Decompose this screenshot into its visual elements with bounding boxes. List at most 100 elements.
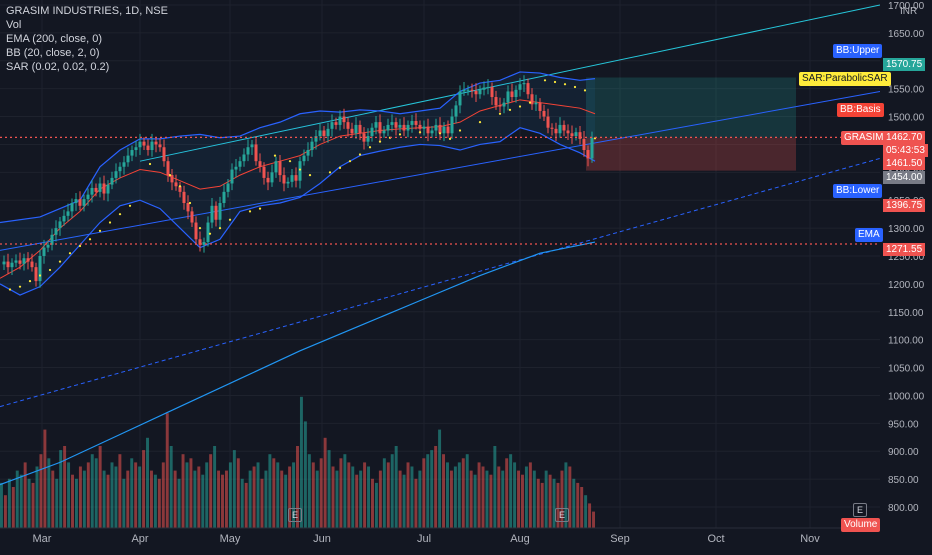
volume-bar xyxy=(31,482,35,528)
legend-vol[interactable]: Vol xyxy=(6,19,22,31)
legend-bb[interactable]: BB (20, close, 2, 0) xyxy=(6,47,100,59)
candle-body xyxy=(414,121,418,125)
candle-body xyxy=(194,222,198,240)
position-box xyxy=(586,77,796,171)
tag-ema: 1271.55 xyxy=(883,243,926,256)
candle-body xyxy=(102,183,106,194)
volume-bar xyxy=(15,470,19,528)
label-ema: EMA xyxy=(855,228,883,242)
y-tick-label: 1550.00 xyxy=(888,85,925,96)
candle-body xyxy=(434,124,438,131)
volume-bar xyxy=(426,454,430,528)
label-sar: SAR:ParabolicSAR xyxy=(799,72,891,86)
currency-label[interactable]: INR xyxy=(900,6,918,17)
candle-body xyxy=(166,161,170,176)
candle-body xyxy=(254,144,258,162)
candle-body xyxy=(374,122,378,128)
volume-bar xyxy=(513,462,517,528)
volume-bar xyxy=(213,446,217,528)
label-bb-basis: BB:Basis xyxy=(837,103,884,117)
sar-dot xyxy=(418,131,422,134)
channel-upper-line xyxy=(139,4,881,162)
sar-dot xyxy=(543,79,547,82)
sar-dot xyxy=(368,146,372,149)
earnings-icon[interactable]: E xyxy=(555,508,569,522)
earnings-icon[interactable]: E xyxy=(853,503,867,517)
candle-body xyxy=(590,137,594,159)
volume-bar xyxy=(169,446,173,528)
x-axis: Mar Apr May Jun Jul Aug Sep Oct Nov xyxy=(0,527,880,545)
candle-body xyxy=(322,130,326,137)
candle-body xyxy=(530,94,534,105)
candle-body xyxy=(450,116,454,134)
candle-body xyxy=(238,161,242,167)
volume-bar xyxy=(71,474,74,528)
volume-bar xyxy=(114,466,118,528)
volume-bar xyxy=(469,470,473,528)
grid xyxy=(0,0,880,528)
candle-body xyxy=(90,187,94,195)
candle-body xyxy=(314,136,318,142)
sar-dot xyxy=(553,80,557,84)
volume-bar xyxy=(430,450,434,528)
volume-bar xyxy=(118,454,122,528)
y-tick-label: 800.00 xyxy=(888,503,919,514)
candle-body xyxy=(274,161,278,173)
sar-dot xyxy=(273,154,277,157)
y-tick-label: 1500.00 xyxy=(888,113,925,124)
candle-body xyxy=(46,244,50,248)
candle-body xyxy=(446,126,450,134)
candle-body xyxy=(150,141,154,151)
volume-bar xyxy=(402,474,406,528)
volume-bar xyxy=(363,462,367,528)
candle-body xyxy=(318,130,322,137)
legend-ema[interactable]: EMA (200, close, 0) xyxy=(6,33,102,45)
candle-body xyxy=(522,83,526,85)
legend-title[interactable]: GRASIM INDUSTRIES, 1D, NSE xyxy=(6,5,168,17)
candle-body xyxy=(462,89,466,92)
tag-last-price: 1462.70 xyxy=(883,131,926,144)
volume-bar xyxy=(398,470,402,528)
legend-sar[interactable]: SAR (0.02, 0.02, 0.2) xyxy=(6,61,110,73)
volume-bar xyxy=(524,466,528,528)
sar-dot xyxy=(583,89,587,92)
volume-bar xyxy=(39,454,43,528)
volume-bar xyxy=(240,478,244,528)
volume-bar xyxy=(497,466,501,528)
volume-bar xyxy=(272,458,276,528)
volume-bar xyxy=(94,458,98,528)
candle-body xyxy=(74,199,78,204)
candle-body xyxy=(98,183,102,192)
candle-body xyxy=(282,175,286,184)
volume-bar xyxy=(130,458,134,528)
candle-body xyxy=(334,122,338,125)
sar-dot xyxy=(458,129,462,132)
candle-body xyxy=(346,122,350,129)
volume-bar xyxy=(296,446,299,528)
volume-bar xyxy=(244,482,248,528)
volume-bar xyxy=(477,462,481,528)
candle-body xyxy=(290,175,294,182)
candle-body xyxy=(134,147,138,151)
candle-body xyxy=(294,175,298,181)
candle-body xyxy=(514,89,518,98)
volume-bar xyxy=(540,482,544,528)
candle-body xyxy=(402,124,406,131)
volume-bar xyxy=(556,482,560,528)
candle-body xyxy=(122,162,126,167)
y-tick-label: 1250.00 xyxy=(888,252,925,263)
candle-body xyxy=(70,203,74,212)
x-tick-label: Mar xyxy=(33,533,52,545)
volume-bar xyxy=(532,470,536,528)
candle-body xyxy=(94,187,98,192)
candle-body xyxy=(114,171,118,178)
sar-dot xyxy=(168,174,172,177)
sar-dot xyxy=(258,207,262,210)
ema-line xyxy=(0,241,596,486)
sar-dot xyxy=(438,132,442,135)
earnings-icon[interactable]: E xyxy=(288,508,302,522)
candle-body xyxy=(2,261,6,265)
sar-dot xyxy=(18,285,22,288)
